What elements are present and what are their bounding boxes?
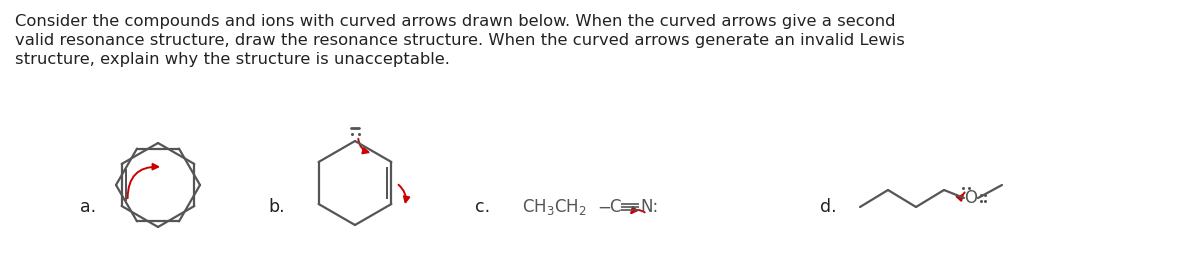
Text: $-$: $-$: [598, 198, 611, 216]
Text: N:: N:: [640, 198, 659, 216]
Text: C: C: [610, 198, 620, 216]
Text: structure, explain why the structure is unacceptable.: structure, explain why the structure is …: [14, 52, 450, 67]
Text: CH$_3$CH$_2$: CH$_3$CH$_2$: [522, 197, 587, 217]
Text: Consider the compounds and ions with curved arrows drawn below. When the curved : Consider the compounds and ions with cur…: [14, 14, 895, 29]
Text: O: O: [965, 189, 978, 207]
Text: b.: b.: [268, 198, 284, 216]
Text: d.: d.: [820, 198, 836, 216]
FancyArrowPatch shape: [631, 207, 644, 213]
FancyArrowPatch shape: [398, 185, 409, 202]
Text: c.: c.: [475, 198, 490, 216]
FancyArrowPatch shape: [127, 164, 158, 198]
FancyArrowPatch shape: [359, 139, 368, 153]
FancyArrowPatch shape: [956, 192, 965, 201]
Text: a.: a.: [80, 198, 96, 216]
Text: valid resonance structure, draw the resonance structure. When the curved arrows : valid resonance structure, draw the reso…: [14, 33, 905, 48]
